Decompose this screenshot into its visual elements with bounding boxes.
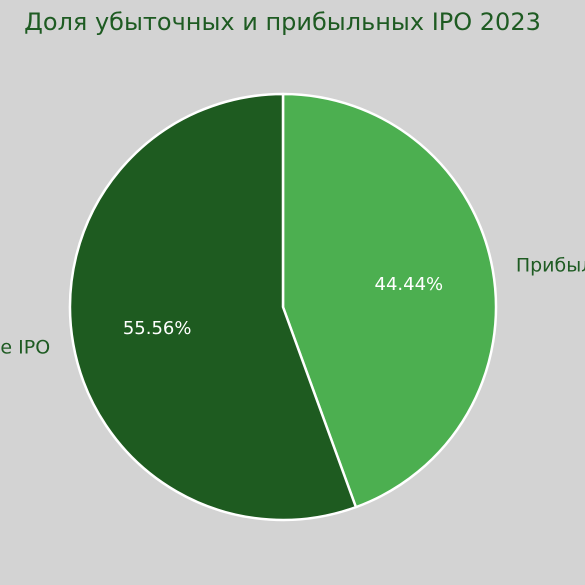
pie-category-label-0: Прибыльные IPO: [516, 254, 585, 276]
pie-category-label-1: Убыточные IPO: [0, 337, 50, 359]
pie-slice-0: [281, 92, 498, 509]
pie-pct-label-1: 55.56%: [123, 318, 192, 339]
chart-title: Доля убыточных и прибыльных IPO 2023: [24, 8, 541, 36]
pie-pct-label-0: 44.44%: [375, 274, 444, 295]
pie-slice-1: [68, 92, 358, 522]
